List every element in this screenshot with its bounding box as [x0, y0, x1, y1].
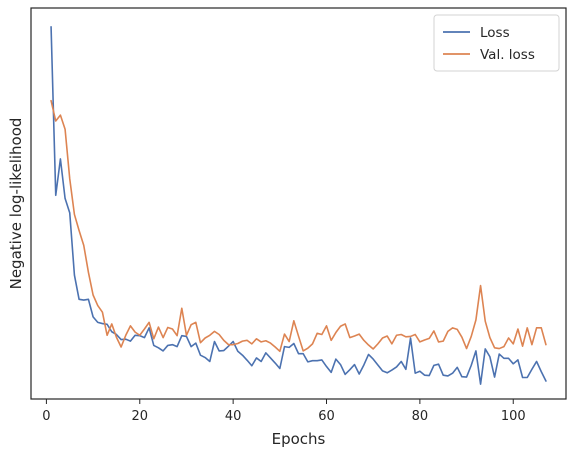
- legend-label-loss: Loss: [480, 25, 510, 41]
- y-axis-label: Negative log-likelihood: [7, 118, 25, 290]
- x-tick-label-40: 40: [225, 409, 242, 424]
- x-tick-label-0: 0: [42, 409, 50, 424]
- legend-box: [433, 14, 560, 72]
- series-layer: [50, 25, 547, 385]
- x-axis-ticks: 0 20 40 60 80 100: [42, 399, 526, 424]
- legend: Loss Val. loss: [433, 14, 560, 72]
- series-line-loss: [50, 25, 547, 385]
- series-line-val-loss: [50, 99, 547, 353]
- x-axis-label: Epochs: [272, 430, 326, 448]
- x-tick-label-20: 20: [132, 409, 149, 424]
- x-tick-label-80: 80: [412, 409, 429, 424]
- x-tick-label-100: 100: [501, 409, 526, 424]
- legend-label-val-loss: Val. loss: [480, 47, 535, 63]
- x-tick-label-60: 60: [318, 409, 335, 424]
